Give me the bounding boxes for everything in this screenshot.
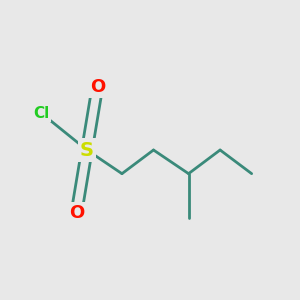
Text: O: O: [90, 78, 105, 96]
Text: S: S: [80, 140, 94, 160]
Text: O: O: [69, 204, 84, 222]
Text: Cl: Cl: [33, 106, 50, 121]
